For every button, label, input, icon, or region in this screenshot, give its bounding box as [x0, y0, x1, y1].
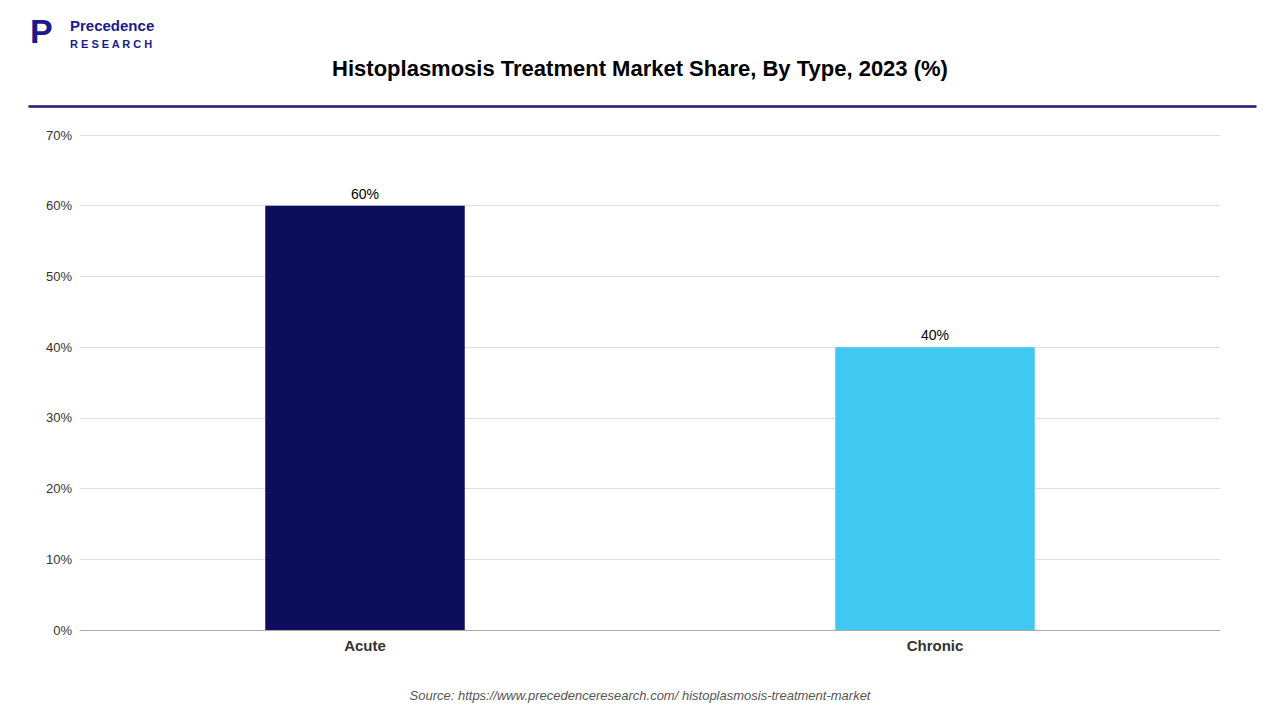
- svg-text:Histoplasmosis Treatment Marke: Histoplasmosis Treatment Market Share, B…: [332, 56, 948, 81]
- svg-text:Acute: Acute: [344, 637, 386, 654]
- svg-text:50%: 50%: [46, 269, 72, 284]
- svg-text:Source: https://www.precedence: Source: https://www.precedenceresearch.c…: [410, 688, 872, 703]
- svg-text:20%: 20%: [46, 481, 72, 496]
- svg-text:0%: 0%: [53, 623, 72, 638]
- svg-text:10%: 10%: [46, 552, 72, 567]
- svg-text:40%: 40%: [921, 327, 949, 343]
- svg-text:30%: 30%: [46, 410, 72, 425]
- svg-text:P: P: [30, 12, 53, 50]
- svg-text:40%: 40%: [46, 340, 72, 355]
- svg-text:70%: 70%: [46, 128, 72, 143]
- svg-text:Chronic: Chronic: [907, 637, 964, 654]
- svg-text:60%: 60%: [351, 186, 379, 202]
- svg-text:Precedence: Precedence: [70, 17, 154, 34]
- svg-text:R E S E A R C H: R E S E A R C H: [70, 38, 152, 50]
- svg-text:60%: 60%: [46, 198, 72, 213]
